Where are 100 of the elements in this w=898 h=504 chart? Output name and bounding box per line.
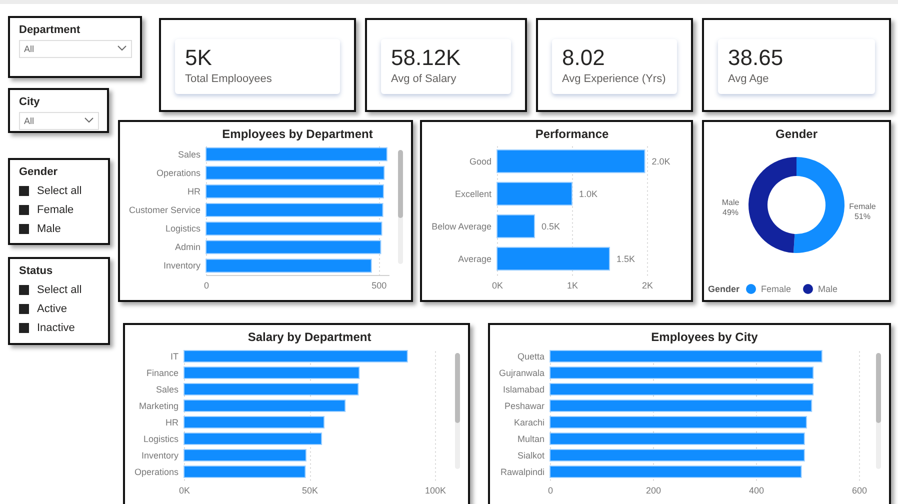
bar [550,382,814,396]
chart-title: Employees by City [651,330,758,344]
bar [550,448,805,462]
x-tick-label: 0K [178,486,190,496]
y-tick-label: Marketing [138,400,178,411]
y-tick-label: Sales [156,384,179,394]
x-tick-label: 1K [566,280,578,290]
bar [550,366,814,380]
bar [496,149,646,174]
donut-slice [748,157,796,253]
y-tick-label: Admin [174,242,200,252]
y-tick-label: Sialkot [517,450,545,460]
text: 58.12K [391,45,462,71]
text: 38.65 [728,45,784,71]
x-tick-label: 400 [748,486,764,496]
donut-slice [793,157,844,253]
y-tick-label: Gujranwala [498,368,544,378]
y-tick-label: Operations [134,466,179,477]
dropdown: All [19,40,132,58]
y-tick-label: Sales [178,149,201,160]
bar [184,399,346,412]
legend-label: Male [818,284,838,294]
data-label: 1.5K [616,254,636,264]
y-tick-label: HR [166,417,179,428]
y-tick-label: Customer Service [128,205,200,215]
text: Inactive [37,322,75,334]
y-tick-label: Rawalpindi [500,466,544,477]
bar [496,246,610,271]
y-tick-label: Peshawar [504,400,544,411]
y-tick-label: IT [170,351,179,362]
y-tick-label: Operations [156,168,201,178]
data-label: Male 49% [722,198,740,217]
x-tick-label: 0K [492,280,504,290]
text: Status [19,265,54,277]
bar [496,214,535,238]
text: 5K [185,45,213,71]
y-tick-label: Quetta [517,351,544,362]
text: Active [37,303,67,315]
y-tick-label: Islamabad [502,384,544,394]
bar [550,350,822,363]
bar [184,465,306,478]
bar [184,350,408,363]
y-tick-label: Logistics [143,434,179,444]
bar [206,203,384,217]
bar [184,416,325,429]
bar [184,448,306,462]
y-tick-label: Multan [517,434,544,444]
bar [550,416,807,429]
x-tick-label: 500 [372,280,387,290]
x-tick-label: 0 [204,280,210,290]
text: Select all [37,284,82,296]
data-label: Female 51% [849,202,876,222]
text: Total Emplooyees [185,73,273,85]
chart-title: Gender [775,127,818,141]
y-tick-label: Good [469,156,492,166]
legend-title: Gender [708,284,740,294]
bar [206,222,382,236]
chart-title: Performance [535,127,610,141]
text: Department [19,24,82,36]
x-tick-label: 600 [852,486,868,496]
text: City [19,96,41,108]
y-tick-label: Excellent [454,188,492,199]
x-tick-label: 200 [646,486,662,496]
legend-label: Female [761,284,792,294]
bar [206,166,385,180]
y-tick-label: Finance [146,368,178,378]
x-tick-label: 50K [302,486,318,496]
text: Female [37,204,74,216]
text: Avg Age [728,73,770,85]
x-tick-label: 2K [642,280,654,290]
bar [206,258,372,273]
y-tick-label: Average [458,254,492,264]
y-tick-label: Inventory [141,450,179,460]
chart-title: Employees by Department [222,127,373,141]
data-label: 2.0K [652,156,670,166]
y-tick-label: Logistics [165,224,201,234]
bar [184,432,322,446]
dropdown: All [19,112,99,130]
bar [550,465,802,478]
x-tick-label: 0 [548,486,554,496]
bar [496,182,572,206]
data-label: 0.5K [542,221,560,232]
bar [550,399,812,412]
y-tick-label: HR [188,186,201,196]
text: 8.02 [562,45,606,71]
bar [206,147,388,162]
text: Select all [37,185,82,197]
text: Male [37,223,61,235]
y-tick-label: Below Average [432,221,492,232]
text: Gender [19,166,59,178]
bar [206,184,384,198]
bar [184,382,359,396]
bar [550,432,805,446]
x-tick-label: 100K [424,486,446,496]
text: Avg Experience (Yrs) [562,73,667,85]
text: Avg of Salary [391,73,458,85]
y-tick-label: Karachi [514,417,544,428]
bar [184,366,360,380]
data-label: 1.0K [579,188,598,199]
chart-title: Salary by Department [248,330,372,344]
